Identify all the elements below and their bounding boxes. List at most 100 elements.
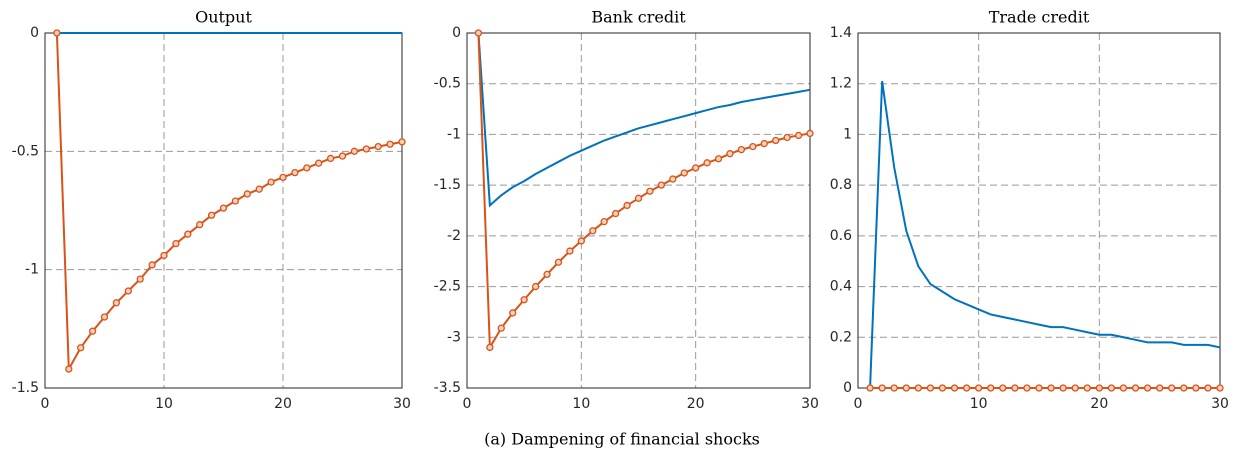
marker (1143, 384, 1152, 392)
marker (1204, 384, 1212, 392)
marker (398, 138, 406, 146)
marker (279, 173, 287, 182)
marker (1168, 384, 1176, 392)
marker (646, 187, 654, 195)
y-tick-label: -3.5 (434, 380, 461, 396)
marker (1119, 384, 1128, 392)
marker (1011, 384, 1019, 392)
x-tick-label: 0 (854, 396, 863, 412)
marker (902, 384, 910, 392)
marker (749, 142, 757, 151)
y-tick-label: -0.5 (12, 143, 39, 159)
y-tick-label: -1.5 (12, 380, 39, 396)
y-tick-label: 0.4 (830, 279, 852, 295)
y-tick-label: -3 (447, 329, 461, 345)
marker (88, 327, 97, 335)
marker (657, 181, 666, 189)
marker (772, 136, 780, 145)
y-tick-label: 1.4 (830, 25, 852, 41)
marker (783, 133, 791, 142)
marker (926, 384, 935, 392)
marker (148, 261, 156, 269)
marker (543, 270, 551, 279)
marker (566, 247, 574, 255)
marker (600, 218, 608, 226)
marker (207, 211, 216, 219)
marker (172, 239, 180, 248)
marker (692, 164, 700, 172)
y-tick-label: 1 (843, 126, 852, 142)
marker (611, 209, 620, 218)
x-tick-label: 30 (1211, 396, 1229, 412)
marker (112, 299, 121, 307)
y-tick-label: 0 (452, 25, 461, 41)
marker (53, 29, 61, 37)
marker (1107, 384, 1116, 392)
plot-area (858, 33, 1220, 388)
marker (1083, 384, 1091, 392)
plot-area (467, 33, 810, 388)
marker (1059, 384, 1067, 392)
marker (231, 197, 240, 205)
marker (726, 150, 734, 158)
marker (486, 343, 494, 352)
x-tick-label: 0 (41, 396, 50, 412)
y-tick-label: 1.2 (830, 76, 852, 92)
y-tick-label: -1 (25, 262, 39, 278)
marker (1216, 384, 1224, 392)
marker (520, 296, 528, 304)
marker (634, 194, 643, 202)
marker (1131, 384, 1140, 392)
axes-box (466, 32, 811, 389)
marker (338, 152, 347, 160)
x-tick-label: 0 (463, 396, 472, 412)
marker (497, 324, 505, 332)
marker (350, 147, 359, 155)
y-tick-label: -1 (447, 126, 461, 142)
y-tick-label: -1.5 (434, 177, 461, 193)
marker (760, 139, 768, 148)
marker (914, 384, 922, 392)
marker (1023, 384, 1031, 392)
panel: Output -1.5 -1 -0.5 0 0 10 20 30 (12, 8, 411, 413)
marker (703, 159, 711, 167)
marker (243, 190, 251, 198)
marker (737, 145, 746, 154)
marker (589, 227, 597, 235)
marker (303, 164, 311, 172)
marker (680, 169, 688, 177)
x-tick-label: 10 (155, 396, 173, 412)
x-tick-label: 20 (1090, 396, 1108, 412)
marker (362, 145, 370, 153)
marker (866, 384, 874, 392)
marker (999, 384, 1007, 392)
marker (219, 204, 228, 212)
marker (669, 175, 677, 183)
marker (950, 384, 959, 392)
marker (136, 275, 144, 283)
y-tick-label: 0.8 (830, 177, 852, 193)
marker (623, 201, 631, 210)
marker (975, 384, 983, 392)
marker (196, 221, 204, 229)
y-tick-label: -0.5 (434, 76, 461, 92)
marker (267, 178, 275, 186)
marker (386, 140, 394, 148)
marker (124, 287, 132, 295)
marker (1071, 384, 1079, 392)
series-line (869, 81, 1221, 389)
series-line (477, 32, 811, 208)
marker (326, 154, 335, 163)
panel-title: Trade credit (989, 8, 1090, 27)
marker (531, 282, 540, 291)
marker (987, 384, 995, 392)
marker (806, 129, 814, 138)
panel: Trade credit 0 0.2 0.4 0.6 0.8 1 1.2 1.4 0 10 20 30 (830, 8, 1229, 413)
marker (1192, 384, 1200, 392)
panel-title: Output (195, 8, 252, 27)
x-tick-label: 30 (801, 396, 819, 412)
x-tick-label: 30 (393, 396, 411, 412)
marker (890, 384, 898, 392)
marker (577, 237, 585, 245)
